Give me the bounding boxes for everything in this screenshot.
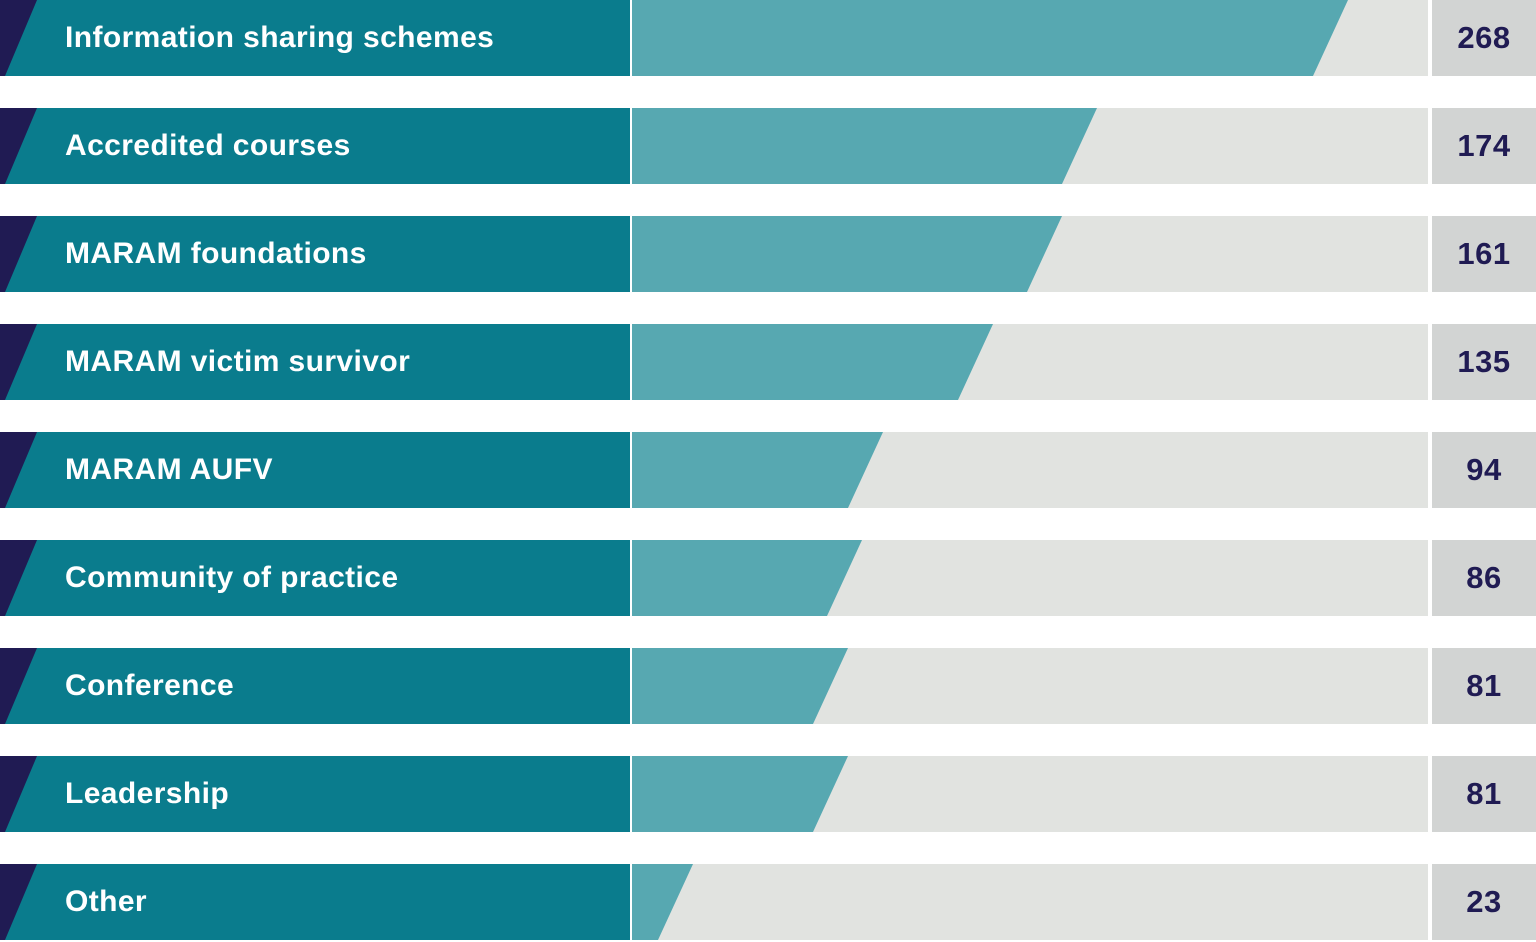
- value-cell: 23: [1432, 864, 1536, 940]
- value-label: 86: [1466, 560, 1502, 595]
- category-label-cell: Leadership: [0, 756, 630, 832]
- bar-track: [632, 864, 1428, 940]
- category-label-cell: Information sharing schemes: [0, 0, 630, 76]
- chart-row: Leadership 81: [0, 756, 1536, 832]
- category-label: MARAM foundations: [65, 237, 367, 270]
- category-label: MARAM AUFV: [65, 453, 273, 486]
- bar-track: [632, 756, 1428, 832]
- category-label: Information sharing schemes: [65, 21, 495, 54]
- category-label-cell: Accredited courses: [0, 108, 630, 184]
- value-cell: 81: [1432, 756, 1536, 832]
- value-label: 94: [1466, 452, 1502, 487]
- bar-fill: [632, 0, 1348, 76]
- chart-row: MARAM AUFV 94: [0, 432, 1536, 508]
- value-cell: 135: [1432, 324, 1536, 400]
- value-label: 81: [1466, 776, 1502, 811]
- value-label: 81: [1466, 668, 1502, 703]
- value-label: 23: [1466, 884, 1502, 919]
- category-label: Accredited courses: [65, 129, 351, 162]
- value-label: 174: [1457, 128, 1511, 163]
- chart-row: Information sharing schemes 268: [0, 0, 1536, 76]
- value-cell: 161: [1432, 216, 1536, 292]
- bar-fill: [632, 648, 848, 724]
- value-label: 161: [1457, 236, 1511, 271]
- bar-fill: [632, 432, 883, 508]
- bar-fill: [632, 540, 862, 616]
- category-label: Other: [65, 885, 148, 918]
- category-label: Community of practice: [65, 561, 399, 594]
- bar-track: [632, 216, 1428, 292]
- value-cell: 174: [1432, 108, 1536, 184]
- bar-track: [632, 0, 1428, 76]
- value-cell: 268: [1432, 0, 1536, 76]
- category-label-cell: MARAM foundations: [0, 216, 630, 292]
- category-label-cell: MARAM victim survivor: [0, 324, 630, 400]
- bar-track: [632, 648, 1428, 724]
- chart-row: MARAM foundations 161: [0, 216, 1536, 292]
- category-label: MARAM victim survivor: [65, 345, 411, 378]
- chart-row: Other 23: [0, 864, 1536, 940]
- value-cell: 81: [1432, 648, 1536, 724]
- value-cell: 86: [1432, 540, 1536, 616]
- category-label-cell: Other: [0, 864, 630, 940]
- category-label-cell: MARAM AUFV: [0, 432, 630, 508]
- bar-track: [632, 324, 1428, 400]
- value-cell: 94: [1432, 432, 1536, 508]
- chart-row: Accredited courses 174: [0, 108, 1536, 184]
- value-label: 268: [1457, 20, 1511, 55]
- category-label: Leadership: [65, 777, 230, 810]
- bar-fill: [632, 324, 993, 400]
- bar-fill: [632, 864, 693, 940]
- category-label-cell: Community of practice: [0, 540, 630, 616]
- bar-fill: [632, 108, 1097, 184]
- bar-fill: [632, 216, 1062, 292]
- chart-row: Conference 81: [0, 648, 1536, 724]
- bar-fill: [632, 756, 848, 832]
- bar-track: [632, 432, 1428, 508]
- value-label: 135: [1457, 344, 1511, 379]
- bar-track: [632, 108, 1428, 184]
- category-label-cell: Conference: [0, 648, 630, 724]
- category-label: Conference: [65, 669, 235, 702]
- chart-row: MARAM victim survivor 135: [0, 324, 1536, 400]
- bar-track: [632, 540, 1428, 616]
- chart-row: Community of practice 86: [0, 540, 1536, 616]
